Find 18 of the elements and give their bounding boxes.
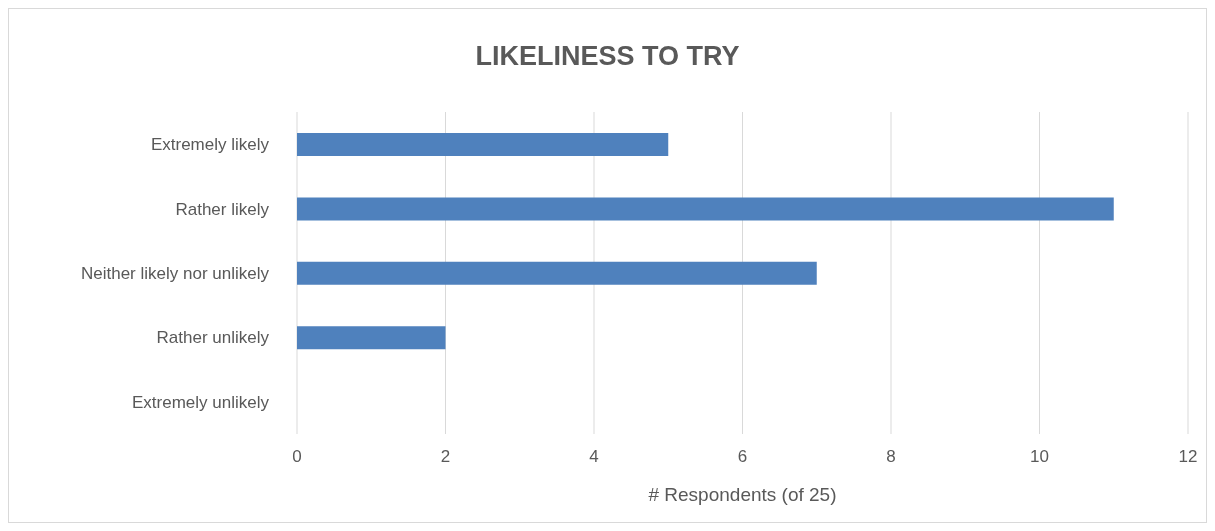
y-tick-label: Rather likely xyxy=(175,199,270,219)
y-tick-label: Extremely unlikely xyxy=(132,392,270,412)
x-tick-label: 6 xyxy=(737,447,748,467)
x-tick-label: 0 xyxy=(292,447,302,467)
x-tick-label: 2 xyxy=(440,447,451,467)
bar xyxy=(297,261,817,285)
bar xyxy=(297,197,1114,221)
y-tick-label: Rather unlikely xyxy=(156,328,270,348)
bar xyxy=(297,133,669,156)
chart-title: LIKELINESS TO TRY xyxy=(474,41,741,72)
bar xyxy=(297,326,446,350)
x-axis-title: # Respondents (of 25) xyxy=(647,484,838,506)
y-tick-label: Extremely likely xyxy=(150,135,270,155)
y-tick-label: Neither likely nor unlikely xyxy=(80,264,270,284)
x-tick-label: 4 xyxy=(589,447,599,467)
x-tick-label: 10 xyxy=(1030,447,1049,467)
x-tick-label: 8 xyxy=(886,447,896,467)
x-tick-label: 12 xyxy=(1178,447,1198,467)
